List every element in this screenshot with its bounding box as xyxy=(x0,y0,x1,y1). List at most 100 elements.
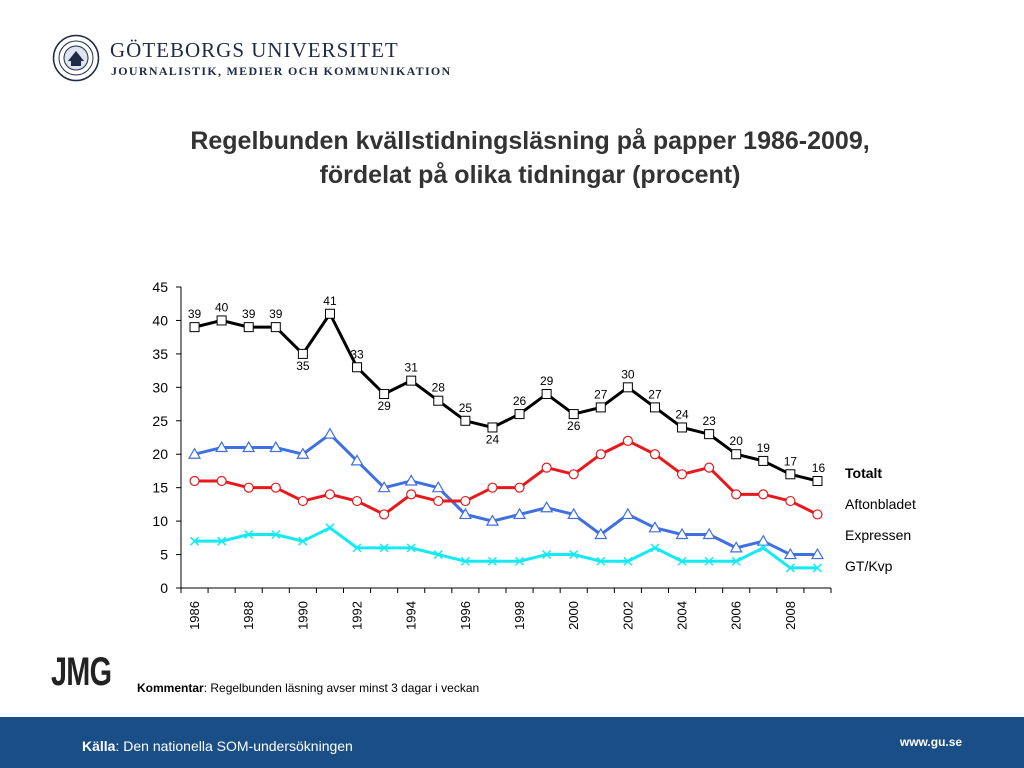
legend-item: Aftonbladet xyxy=(845,496,916,512)
data-point xyxy=(352,543,362,553)
source-note: Källa: Den nationella SOM-undersökningen xyxy=(82,738,353,754)
data-label: 27 xyxy=(594,387,608,401)
data-point xyxy=(297,348,308,359)
data-point xyxy=(649,449,661,460)
legend-item: Totalt xyxy=(845,465,882,481)
data-label: 24 xyxy=(675,407,689,421)
data-point xyxy=(758,543,768,553)
y-tick-label: 35 xyxy=(152,346,168,362)
data-point xyxy=(433,495,444,507)
data-point xyxy=(324,308,335,319)
data-point xyxy=(243,322,254,333)
data-point xyxy=(567,507,581,520)
data-label: 41 xyxy=(323,294,337,308)
series-expressen xyxy=(189,435,823,520)
data-label: 33 xyxy=(350,347,364,361)
data-point xyxy=(756,534,770,546)
data-label: 28 xyxy=(432,381,446,395)
data-point xyxy=(568,409,579,420)
data-label: 29 xyxy=(540,374,554,388)
y-tick-label: 30 xyxy=(152,379,168,395)
data-label: 23 xyxy=(702,414,716,428)
data-point xyxy=(433,550,443,560)
data-point xyxy=(731,556,741,566)
jmg-logo: JMG xyxy=(51,650,112,694)
x-tick-label: 1990 xyxy=(295,601,310,630)
data-point xyxy=(433,395,444,406)
university-seal-icon xyxy=(52,34,100,82)
data-label: 20 xyxy=(730,434,744,448)
data-point xyxy=(622,382,633,393)
data-point xyxy=(595,402,606,413)
comment-label: Kommentar xyxy=(137,681,204,695)
x-tick-label: 1988 xyxy=(241,601,256,630)
data-point xyxy=(622,435,633,446)
data-point xyxy=(810,547,824,560)
data-point xyxy=(676,469,688,480)
data-point xyxy=(569,550,579,560)
data-point xyxy=(325,523,335,533)
data-point xyxy=(514,482,525,493)
y-tick-label: 45 xyxy=(152,279,168,295)
data-point xyxy=(487,422,498,433)
data-point xyxy=(216,475,227,487)
data-label: 27 xyxy=(648,387,662,401)
data-point xyxy=(812,475,823,486)
data-point xyxy=(650,543,660,553)
data-point xyxy=(702,527,716,540)
data-point xyxy=(379,509,390,520)
data-point xyxy=(406,543,416,553)
data-point xyxy=(460,556,470,566)
data-point xyxy=(188,447,202,459)
data-point xyxy=(242,440,256,453)
data-point xyxy=(758,489,769,500)
data-point xyxy=(812,509,823,520)
data-label: 24 xyxy=(486,432,500,446)
comment-text: : Regelbunden läsning avser minst 3 daga… xyxy=(203,681,480,695)
data-point xyxy=(542,550,552,560)
x-tick-label: 2006 xyxy=(729,601,744,630)
data-point xyxy=(487,482,498,493)
chart-title-line-1: Regelbunden kvällstidningsläsning på pap… xyxy=(190,127,870,155)
x-tick-label: 2008 xyxy=(783,601,798,630)
data-label: 39 xyxy=(188,307,202,321)
series-line xyxy=(194,526,818,570)
data-point xyxy=(189,322,200,333)
data-label: 40 xyxy=(215,300,229,314)
legend-item: Expressen xyxy=(845,527,911,543)
data-point xyxy=(269,440,283,453)
data-point xyxy=(379,543,389,553)
data-point xyxy=(216,315,227,326)
data-point xyxy=(487,556,497,566)
data-point xyxy=(215,440,229,453)
data-label: 19 xyxy=(757,441,771,455)
data-point xyxy=(350,454,364,466)
data-point xyxy=(783,547,797,560)
x-tick-label: 1998 xyxy=(512,601,527,630)
data-point xyxy=(513,507,527,520)
data-point xyxy=(596,556,606,566)
data-point xyxy=(460,495,471,507)
line-chart: 0 5 10 15 20 25 30 35 40 45 1986 1988 1990 1992 1994 19… xyxy=(152,279,916,630)
data-point xyxy=(515,556,525,566)
y-tick-label: 25 xyxy=(152,413,168,429)
x-tick-label: 1992 xyxy=(350,601,365,630)
data-point xyxy=(514,409,525,420)
data-point xyxy=(270,322,281,333)
data-label: 29 xyxy=(377,399,391,413)
data-point xyxy=(352,362,363,373)
data-point xyxy=(458,507,472,520)
data-point xyxy=(485,514,499,526)
x-tick-label: 1996 xyxy=(458,601,473,630)
data-point xyxy=(649,402,660,413)
data-label: 16 xyxy=(812,461,826,475)
data-point xyxy=(621,507,635,520)
data-point xyxy=(243,482,254,493)
y-tick-label: 10 xyxy=(152,513,168,529)
footer-bar: Källa: Den nationella SOM-undersökningen… xyxy=(0,717,1024,768)
website-link[interactable]: www.gu.se xyxy=(899,735,963,749)
data-point xyxy=(675,527,689,540)
legend-item: GT/Kvp xyxy=(845,558,893,574)
data-point xyxy=(298,536,308,546)
data-point xyxy=(377,480,391,493)
